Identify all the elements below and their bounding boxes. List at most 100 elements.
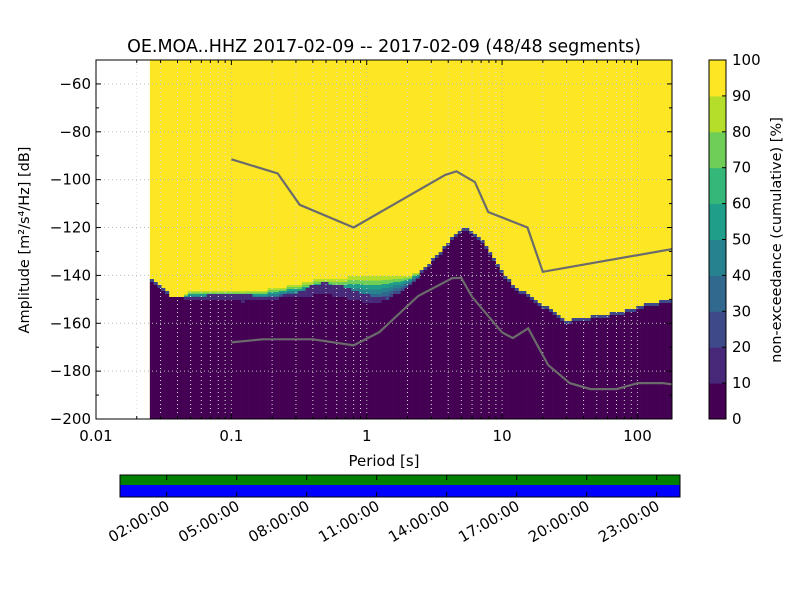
- heatmap-cell: [172, 297, 177, 419]
- heatmap-cell: [165, 291, 170, 295]
- heatmap-cell: [651, 303, 656, 307]
- heatmap-cell: [168, 297, 173, 419]
- heatmap-cell: [602, 315, 607, 319]
- colorbar-block: [709, 167, 726, 205]
- heatmap-cell: [442, 246, 447, 250]
- heatmap-cell: [267, 300, 272, 419]
- colorbar-tick-label: 10: [732, 374, 751, 392]
- y-axis-label: Amplitude [m²/s⁴/Hz] [dB]: [17, 147, 33, 334]
- heatmap-cell: [571, 321, 576, 419]
- heatmap-cell: [381, 284, 386, 289]
- heatmap-cell: [374, 289, 379, 295]
- heatmap-cell: [275, 300, 280, 419]
- heatmap-cell: [503, 279, 508, 419]
- time-tick-label: 20:00:00: [525, 497, 592, 546]
- heatmap-cell: [598, 318, 603, 419]
- heatmap-cell: [579, 321, 584, 419]
- heatmap-cell: [613, 312, 618, 316]
- heatmap-cell: [313, 279, 318, 282]
- heatmap-cell: [374, 303, 379, 419]
- heatmap-cell: [206, 300, 211, 419]
- heatmap-cell: [640, 309, 645, 419]
- heatmap-cell: [294, 294, 299, 298]
- heatmap-cell: [598, 315, 603, 319]
- heatmap-cell: [290, 289, 295, 292]
- heatmap-cell: [279, 297, 284, 419]
- heatmap-cell: [305, 284, 310, 288]
- heatmap-cell: [659, 303, 664, 419]
- heatmap-cell: [320, 282, 325, 295]
- heatmap-cell: [313, 281, 318, 285]
- heatmap-cell: [415, 276, 420, 278]
- heatmap-cell: [659, 300, 664, 304]
- heatmap-cell: [586, 321, 591, 419]
- heatmap-cell: [415, 277, 420, 279]
- heatmap-cell: [222, 294, 227, 301]
- heatmap-cell: [229, 294, 234, 301]
- heatmap-cell: [423, 270, 428, 419]
- heatmap-cell: [225, 294, 230, 301]
- heatmap-cell: [282, 292, 287, 295]
- heatmap-cell: [187, 297, 192, 301]
- heatmap-cell: [651, 306, 656, 419]
- heatmap-cell: [336, 285, 341, 298]
- heatmap-cell: [488, 255, 493, 419]
- heatmap-cell: [248, 291, 253, 293]
- heatmap-cell: [556, 318, 561, 419]
- heatmap-cell: [472, 237, 477, 419]
- heatmap-cell: [328, 279, 333, 282]
- heatmap-cell: [457, 234, 462, 419]
- heatmap-cell: [647, 303, 652, 307]
- heatmap-cell: [628, 309, 633, 313]
- heatmap-cell: [184, 296, 189, 298]
- heatmap-cell: [488, 252, 493, 256]
- heatmap-cell: [294, 297, 299, 419]
- heatmap-cell: [260, 295, 265, 298]
- heatmap-cell: [187, 300, 192, 419]
- heatmap-cell: [301, 284, 306, 288]
- heatmap-cell: [358, 280, 363, 285]
- heatmap-cell: [370, 294, 375, 299]
- heatmap-cell: [271, 290, 276, 293]
- heatmap-cell: [347, 276, 352, 281]
- heatmap-cell: [423, 267, 428, 271]
- heatmap-cell: [358, 284, 363, 289]
- heatmap-cell: [313, 294, 318, 419]
- heatmap-cell: [286, 285, 291, 288]
- heatmap-cell: [332, 279, 337, 283]
- heatmap-cell: [480, 240, 485, 244]
- heatmap-cell: [514, 291, 519, 419]
- heatmap-cell: [210, 300, 215, 419]
- heatmap-cell: [662, 303, 667, 419]
- heatmap-cell: [575, 318, 580, 322]
- time-tick-label: 11:00:00: [315, 497, 382, 546]
- heatmap-cell: [256, 295, 261, 298]
- x-tick-label: 0.1: [219, 427, 243, 445]
- heatmap-cell: [415, 273, 420, 275]
- heatmap-cell: [233, 300, 238, 419]
- heatmap-cell: [583, 321, 588, 419]
- horizontal-gridlines: [96, 83, 672, 372]
- heatmap-cell: [431, 261, 436, 419]
- heatmap-cell: [404, 280, 409, 283]
- heatmap-cell: [263, 295, 268, 298]
- heatmap-cell: [343, 297, 348, 419]
- colorbar-block: [709, 311, 726, 348]
- heatmap-cell: [374, 276, 379, 281]
- heatmap-cell: [267, 297, 272, 301]
- heatmap-cell: [480, 243, 485, 419]
- heatmap-cell: [453, 237, 458, 419]
- heatmap-cell: [412, 273, 417, 275]
- heatmap-cell: [366, 276, 371, 281]
- heatmap-cell: [298, 289, 303, 292]
- heatmap-cell: [176, 297, 181, 419]
- heatmap-cell: [400, 281, 405, 284]
- heatmap-cell: [210, 291, 215, 293]
- heatmap-cell: [377, 285, 382, 290]
- x-tick-label: 10: [493, 427, 512, 445]
- heatmap-cell: [579, 318, 584, 322]
- x-tick-label: 1: [362, 427, 372, 445]
- y-tick-label: −160: [50, 314, 91, 332]
- heatmap-cell: [260, 292, 265, 295]
- heatmap-cell: [206, 292, 211, 295]
